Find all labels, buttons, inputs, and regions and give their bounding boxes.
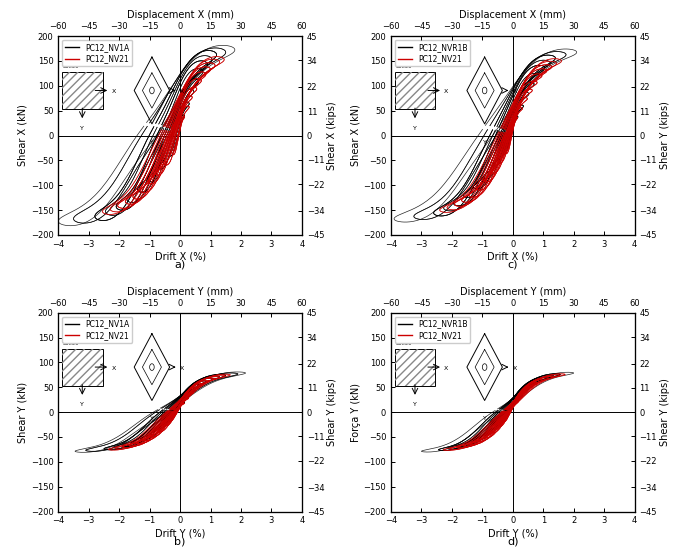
X-axis label: Drift X (%): Drift X (%) xyxy=(487,251,539,261)
X-axis label: Drift Y (%): Drift Y (%) xyxy=(488,528,538,538)
X-axis label: Displacement X (mm): Displacement X (mm) xyxy=(127,10,233,20)
Y-axis label: Força Y (kN): Força Y (kN) xyxy=(351,383,361,441)
Y-axis label: Shear Y (kips): Shear Y (kips) xyxy=(327,378,337,446)
Text: b): b) xyxy=(174,537,186,547)
Y-axis label: Shear Y (kN): Shear Y (kN) xyxy=(18,381,28,443)
X-axis label: Drift X (%): Drift X (%) xyxy=(154,251,206,261)
Legend: PC12_NV1A, PC12_NV21: PC12_NV1A, PC12_NV21 xyxy=(62,316,132,343)
X-axis label: Displacement Y (mm): Displacement Y (mm) xyxy=(460,287,566,297)
Y-axis label: Shear Y (kips): Shear Y (kips) xyxy=(660,102,670,170)
Y-axis label: Shear X (kN): Shear X (kN) xyxy=(351,105,361,166)
Y-axis label: Shear X (kips): Shear X (kips) xyxy=(327,101,337,170)
Legend: PC12_NV1A, PC12_NV21: PC12_NV1A, PC12_NV21 xyxy=(62,40,132,66)
Text: a): a) xyxy=(174,260,186,270)
Legend: PC12_NVR1B, PC12_NV21: PC12_NVR1B, PC12_NV21 xyxy=(395,316,471,343)
Y-axis label: Shear Y (kips): Shear Y (kips) xyxy=(660,378,670,446)
Text: d): d) xyxy=(507,537,519,547)
X-axis label: Drift Y (%): Drift Y (%) xyxy=(155,528,205,538)
Legend: PC12_NVR1B, PC12_NV21: PC12_NVR1B, PC12_NV21 xyxy=(395,40,471,66)
Text: c): c) xyxy=(508,260,518,270)
X-axis label: Displacement X (mm): Displacement X (mm) xyxy=(460,10,566,20)
X-axis label: Displacement Y (mm): Displacement Y (mm) xyxy=(127,287,233,297)
Y-axis label: Shear X (kN): Shear X (kN) xyxy=(18,105,28,166)
